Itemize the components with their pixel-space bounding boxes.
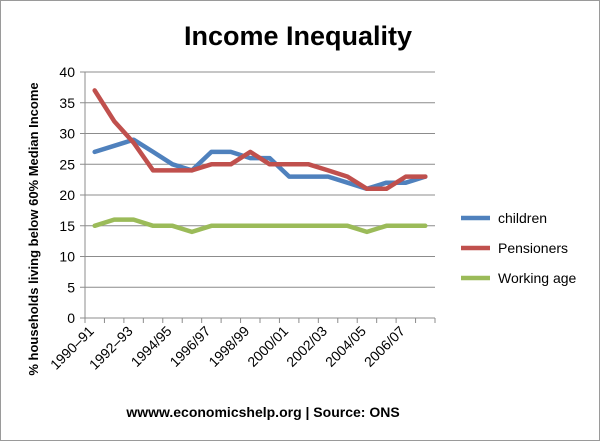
y-tick-label: 5 (67, 279, 75, 295)
y-tick-label: 35 (59, 95, 75, 111)
x-tick-label: 2004/05 (322, 323, 369, 370)
series-lines (92, 88, 428, 235)
legend-label: Working age (498, 270, 577, 286)
chart-title: Income Inequality (184, 21, 412, 51)
x-tick-label: 1994/95 (128, 323, 175, 370)
y-tick-label: 20 (59, 187, 75, 203)
x-tick-label: 1998/99 (205, 323, 252, 370)
y-tick-label: 15 (59, 218, 75, 234)
x-tick-label: 1996/97 (166, 323, 213, 370)
y-tick-label: 30 (59, 126, 75, 142)
y-tick-label: 10 (59, 249, 75, 265)
series-line-1 (92, 88, 428, 192)
legend-label: children (498, 210, 547, 226)
series-line-2 (92, 217, 428, 235)
x-tick-label: 2000/01 (244, 323, 291, 370)
y-tick-label: 0 (67, 310, 75, 326)
legend: children Pensioners Working age (461, 210, 577, 286)
legend-label: Pensioners (498, 240, 568, 256)
x-tick-label: 1992–93 (86, 323, 136, 373)
x-tick-label: 2002/03 (283, 323, 330, 370)
y-tick-label: 25 (59, 156, 75, 172)
y-axis-label: % households living below 60% Median Inc… (26, 82, 41, 375)
x-tick-label: 2006/07 (361, 323, 408, 370)
gridlines (85, 71, 435, 288)
y-tick-label: 40 (59, 64, 75, 80)
source-caption: wwww.economicshelp.org | Source: ONS (125, 404, 399, 420)
